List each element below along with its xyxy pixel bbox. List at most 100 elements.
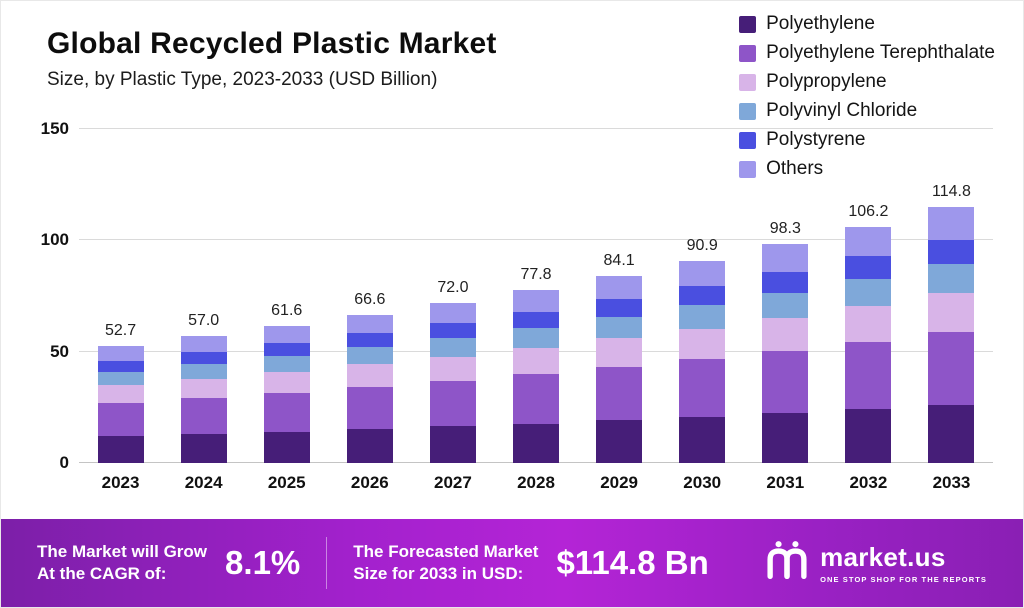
x-tick-label-2032: 2032 bbox=[849, 473, 888, 492]
y-tick-label-100: 100 bbox=[40, 230, 69, 250]
legend: Polyethylene Polyethylene Terephthalate Po… bbox=[739, 13, 995, 187]
cagr-label: The Market will Grow At the CAGR of: bbox=[37, 541, 207, 585]
legend-label: Others bbox=[766, 158, 824, 179]
brand-tagline: ONE STOP SHOP FOR THE REPORTS bbox=[820, 575, 987, 584]
bar-segment-2023-polypropylene bbox=[97, 385, 144, 403]
bar-segment-2027-polyethylene bbox=[429, 426, 476, 463]
bar-segment-2031-others bbox=[762, 244, 809, 272]
bar-segment-2026-polyethylene bbox=[346, 429, 393, 463]
bar-segment-2024-polypropylene bbox=[180, 378, 227, 398]
legend-swatch bbox=[739, 15, 757, 33]
bar-segment-2028-polystyrene bbox=[513, 311, 560, 329]
bar-segment-2025-polypropylene bbox=[263, 371, 310, 393]
gridline-100 bbox=[79, 239, 993, 241]
forecast-label-line1: The Forecasted Market bbox=[353, 541, 539, 561]
legend-item-2: Polypropylene bbox=[739, 71, 995, 93]
stacked-bar-2027 bbox=[429, 302, 476, 463]
legend-item-4: Polystyrene bbox=[739, 129, 995, 151]
legend-label: Polyethylene Terephthalate bbox=[766, 42, 995, 63]
chart-title: Global Recycled Plastic Market bbox=[47, 27, 497, 60]
bar-segment-2027-polypropylene bbox=[429, 356, 476, 381]
legend-label: Polypropylene bbox=[766, 71, 887, 92]
bar-slot-2033: 114.8 bbox=[910, 129, 993, 463]
bar-segment-2025-polyethylene bbox=[263, 431, 310, 463]
bar-segment-2031-polypropylene bbox=[762, 317, 809, 351]
x-tick-label-2026: 2026 bbox=[350, 473, 389, 492]
legend-swatch bbox=[739, 102, 757, 120]
bar-slot-2026: 66.6 bbox=[328, 129, 411, 463]
bar-segment-2026-polypropylene bbox=[346, 364, 393, 387]
bar-segment-2023-polyethylene bbox=[97, 436, 144, 463]
legend-label: Polystyrene bbox=[766, 129, 866, 150]
stacked-bar-2033 bbox=[928, 207, 975, 463]
bar-series: 52.7 57.0 61.6 66.6 72.0 77.8 84.1 90.9 98.3 106.… bbox=[79, 129, 993, 463]
bar-segment-2024-polyethylene-terephthalate bbox=[180, 398, 227, 435]
bar-segment-2033-polystyrene bbox=[928, 239, 975, 264]
bar-segment-2023-polyethylene-terephthalate bbox=[97, 402, 144, 437]
bar-segment-2033-polypropylene bbox=[928, 293, 975, 332]
bar-segment-2024-polystyrene bbox=[180, 352, 227, 365]
bar-segment-2026-polyethylene-terephthalate bbox=[346, 386, 393, 430]
legend-item-5: Others bbox=[739, 158, 995, 180]
bar-segment-2025-polyvinyl-chloride bbox=[263, 356, 310, 372]
bar-slot-2029: 84.1 bbox=[578, 129, 661, 463]
bar-slot-2031: 98.3 bbox=[744, 129, 827, 463]
legend-item-1: Polyethylene Terephthalate bbox=[739, 42, 995, 64]
brand-block: market.us ONE STOP SHOP FOR THE REPORTS bbox=[764, 540, 987, 586]
bar-segment-2027-polyvinyl-chloride bbox=[429, 338, 476, 357]
bar-total-label-2030: 90.9 bbox=[686, 236, 718, 254]
bar-segment-2032-polyethylene-terephthalate bbox=[845, 341, 892, 410]
bar-total-label-2026: 66.6 bbox=[354, 290, 386, 308]
legend-item-0: Polyethylene bbox=[739, 13, 995, 35]
x-axis-labels: 2023 2024 2025 2026 2027 2028 2029 2030 2031 2032… bbox=[79, 473, 993, 493]
bar-segment-2028-polyvinyl-chloride bbox=[513, 328, 560, 348]
bar-segment-2028-polypropylene bbox=[513, 347, 560, 375]
bar-segment-2029-polyvinyl-chloride bbox=[596, 316, 643, 339]
title-block: Global Recycled Plastic Market Size, by … bbox=[47, 27, 497, 91]
bar-total-label-2032: 106.2 bbox=[848, 202, 889, 220]
gridline-150 bbox=[79, 128, 993, 129]
y-tick-label-150: 150 bbox=[40, 119, 69, 138]
bar-segment-2027-polystyrene bbox=[429, 323, 476, 339]
x-tick-label-2025: 2025 bbox=[267, 473, 306, 492]
bar-segment-2030-polyethylene bbox=[679, 416, 726, 463]
cagr-label-line1: The Market will Grow bbox=[37, 541, 208, 561]
forecast-value: $114.8 Bn bbox=[556, 544, 709, 581]
legend-label: Polyvinyl Chloride bbox=[766, 100, 918, 121]
bar-slot-2027: 72.0 bbox=[411, 129, 494, 463]
bar-segment-2029-polyethylene-terephthalate bbox=[596, 366, 643, 421]
legend-swatch bbox=[739, 131, 757, 149]
footer-banner: The Market will Grow At the CAGR of: 8.1… bbox=[1, 519, 1023, 607]
bar-segment-2025-polystyrene bbox=[263, 343, 310, 357]
bar-slot-2024: 57.0 bbox=[162, 129, 245, 463]
bar-segment-2023-polyvinyl-chloride bbox=[97, 371, 144, 386]
stacked-bar-2030 bbox=[679, 260, 726, 463]
bar-segment-2023-others bbox=[97, 345, 144, 361]
bar-segment-2029-others bbox=[596, 275, 643, 300]
market-us-logo-icon bbox=[764, 540, 810, 586]
legend-item-3: Polyvinyl Chloride bbox=[739, 100, 995, 122]
bar-segment-2033-polyethylene-terephthalate bbox=[928, 331, 975, 405]
legend-swatch bbox=[739, 73, 757, 91]
stacked-bar-2028 bbox=[513, 289, 560, 463]
x-tick-label-2030: 2030 bbox=[683, 473, 722, 492]
bar-segment-2026-polystyrene bbox=[346, 333, 393, 348]
bar-segment-2030-polystyrene bbox=[679, 286, 726, 306]
bar-total-label-2029: 84.1 bbox=[603, 251, 635, 269]
forecast-label: The Forecasted Market Size for 2033 in U… bbox=[353, 541, 538, 585]
bar-segment-2033-others bbox=[928, 207, 975, 240]
bar-slot-2025: 61.6 bbox=[245, 129, 328, 463]
bar-segment-2032-polystyrene bbox=[845, 256, 892, 279]
bar-segment-2031-polyvinyl-chloride bbox=[762, 292, 809, 318]
x-tick-label-2028: 2028 bbox=[517, 473, 555, 492]
bar-segment-2033-polyethylene bbox=[928, 404, 975, 463]
x-tick-label-2029: 2029 bbox=[600, 473, 639, 492]
cagr-label-line2: At the CAGR of: bbox=[37, 564, 167, 583]
bar-total-label-2028: 77.8 bbox=[520, 265, 552, 283]
stacked-bar-2026 bbox=[346, 314, 393, 463]
bar-total-label-2024: 57.0 bbox=[188, 312, 220, 330]
bar-segment-2030-polyethylene-terephthalate bbox=[679, 359, 726, 417]
bar-total-label-2023: 52.7 bbox=[104, 321, 137, 339]
bar-segment-2030-polyvinyl-chloride bbox=[679, 305, 726, 329]
chart-area: Global Recycled Plastic Market Size, by … bbox=[1, 1, 1023, 521]
